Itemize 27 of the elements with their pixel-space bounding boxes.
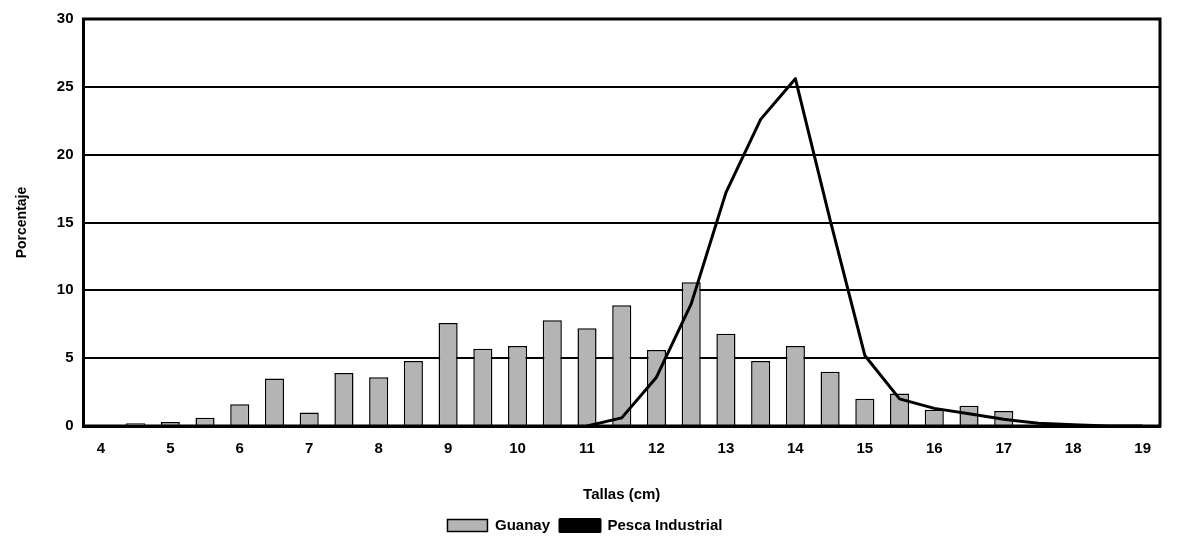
y-tick-label: 15 <box>56 212 74 230</box>
x-axis-title: Tallas (cm) <box>583 485 661 503</box>
x-tick-label: 13 <box>717 439 735 457</box>
legend-label: Guanay <box>494 515 551 533</box>
x-tick-label: 10 <box>509 439 526 457</box>
x-tick-label: 19 <box>1134 439 1151 457</box>
y-tick-label: 20 <box>56 144 74 162</box>
y-tick-label: 0 <box>65 416 74 434</box>
x-tick-label: 11 <box>579 439 595 457</box>
x-tick-label: 9 <box>443 439 453 457</box>
y-tick-label: 10 <box>56 280 74 298</box>
x-tick-label: 4 <box>96 439 106 457</box>
x-tick-label: 12 <box>648 439 665 457</box>
x-tick-label: 5 <box>166 439 175 457</box>
x-tick-label: 18 <box>1064 439 1082 457</box>
x-tick-label: 14 <box>787 439 805 457</box>
x-tick-label: 6 <box>235 439 244 457</box>
x-tick-label: 17 <box>995 439 1013 457</box>
x-tick-label: 8 <box>374 439 383 457</box>
x-tick-label: 15 <box>856 439 874 457</box>
x-tick-label: 7 <box>305 439 314 457</box>
y-axis-title: Porcentaje <box>13 186 30 259</box>
y-tick-label: 30 <box>56 9 74 27</box>
y-tick-label: 25 <box>56 76 74 94</box>
y-tick-label: 5 <box>65 348 74 366</box>
legend-label: Pesca Industrial <box>607 515 723 533</box>
x-tick-label: 16 <box>925 439 943 457</box>
